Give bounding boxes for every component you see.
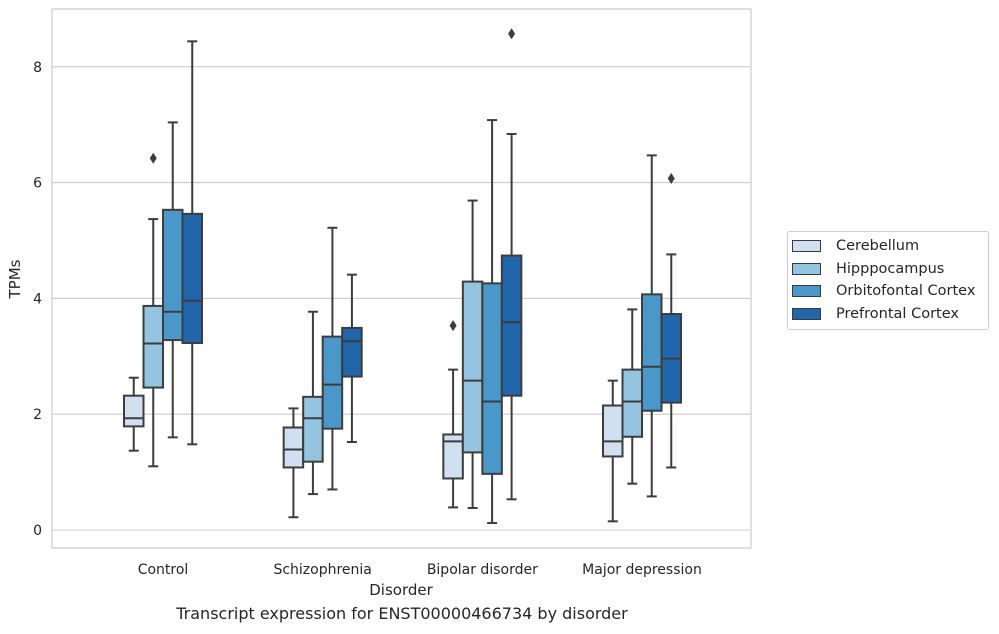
- x-axis-ticks: Control Schizophrenia Bipolar disorder Majo…: [138, 562, 702, 578]
- legend: Cerebellum Hipppocampus Orbitofontal Corte…: [787, 231, 989, 330]
- outlier: [508, 28, 516, 40]
- outlier: [449, 320, 457, 332]
- x-tick-label: Bipolar disorder: [427, 562, 538, 578]
- box-cerebellum: [123, 376, 145, 452]
- x-tick-label: Major depression: [582, 562, 702, 578]
- legend-label: Prefrontal Cortex: [836, 305, 959, 322]
- box-orbitofontal-cortex: [162, 121, 184, 439]
- legend-swatch: [792, 262, 821, 275]
- box: [442, 433, 464, 480]
- boxes: [123, 28, 683, 525]
- box: [181, 212, 203, 344]
- box: [123, 394, 145, 428]
- box-prefrontal-cortex: [660, 173, 683, 469]
- box: [321, 335, 344, 430]
- legend-swatch: [792, 240, 821, 253]
- box: [341, 326, 363, 378]
- legend-item: Prefrontal Cortex: [788, 303, 988, 326]
- box-cerebellum: [442, 320, 464, 509]
- outlier: [149, 152, 157, 164]
- y-tick-label: 0: [33, 523, 42, 539]
- box: [481, 282, 503, 475]
- box: [500, 254, 523, 397]
- y-tick-label: 2: [33, 407, 42, 423]
- y-axis-ticks: 0 2 4 6 8: [33, 60, 42, 539]
- box-hipppocampus: [142, 152, 164, 468]
- legend-item: Orbitofontal Cortex: [788, 280, 988, 303]
- box-orbitofontal-cortex: [481, 119, 503, 525]
- x-tick-label: Control: [138, 562, 189, 578]
- y-tick-label: 8: [33, 60, 42, 76]
- x-axis-label: Disorder: [369, 581, 433, 599]
- box-hipppocampus: [302, 310, 324, 496]
- box-prefrontal-cortex: [500, 28, 523, 501]
- y-tick-label: 6: [33, 176, 42, 192]
- y-tick-label: 4: [33, 291, 42, 307]
- box: [621, 368, 644, 438]
- chart-caption: Transcript expression for ENST0000046673…: [176, 604, 628, 623]
- legend-swatch: [792, 285, 821, 298]
- box: [162, 208, 184, 342]
- box-cerebellum: [282, 407, 305, 519]
- box: [142, 304, 164, 389]
- legend-label: Cerebellum: [836, 238, 920, 255]
- legend-item: Cerebellum: [788, 235, 988, 258]
- box: [282, 426, 305, 469]
- box: [302, 395, 324, 463]
- box-prefrontal-cortex: [341, 273, 363, 443]
- box-prefrontal-cortex: [181, 40, 203, 446]
- box: [641, 293, 663, 412]
- legend-swatch: [792, 307, 821, 320]
- legend-label: Hipppocampus: [836, 260, 945, 277]
- box: [461, 280, 484, 454]
- legend-label: Orbitofontal Cortex: [836, 283, 976, 300]
- x-tick-label: Schizophrenia: [273, 562, 371, 578]
- outlier: [667, 173, 675, 185]
- legend-item: Hipppocampus: [788, 258, 988, 281]
- box: [602, 404, 624, 458]
- y-axis-label: TPMs: [6, 259, 24, 299]
- box-orbitofontal-cortex: [321, 226, 344, 491]
